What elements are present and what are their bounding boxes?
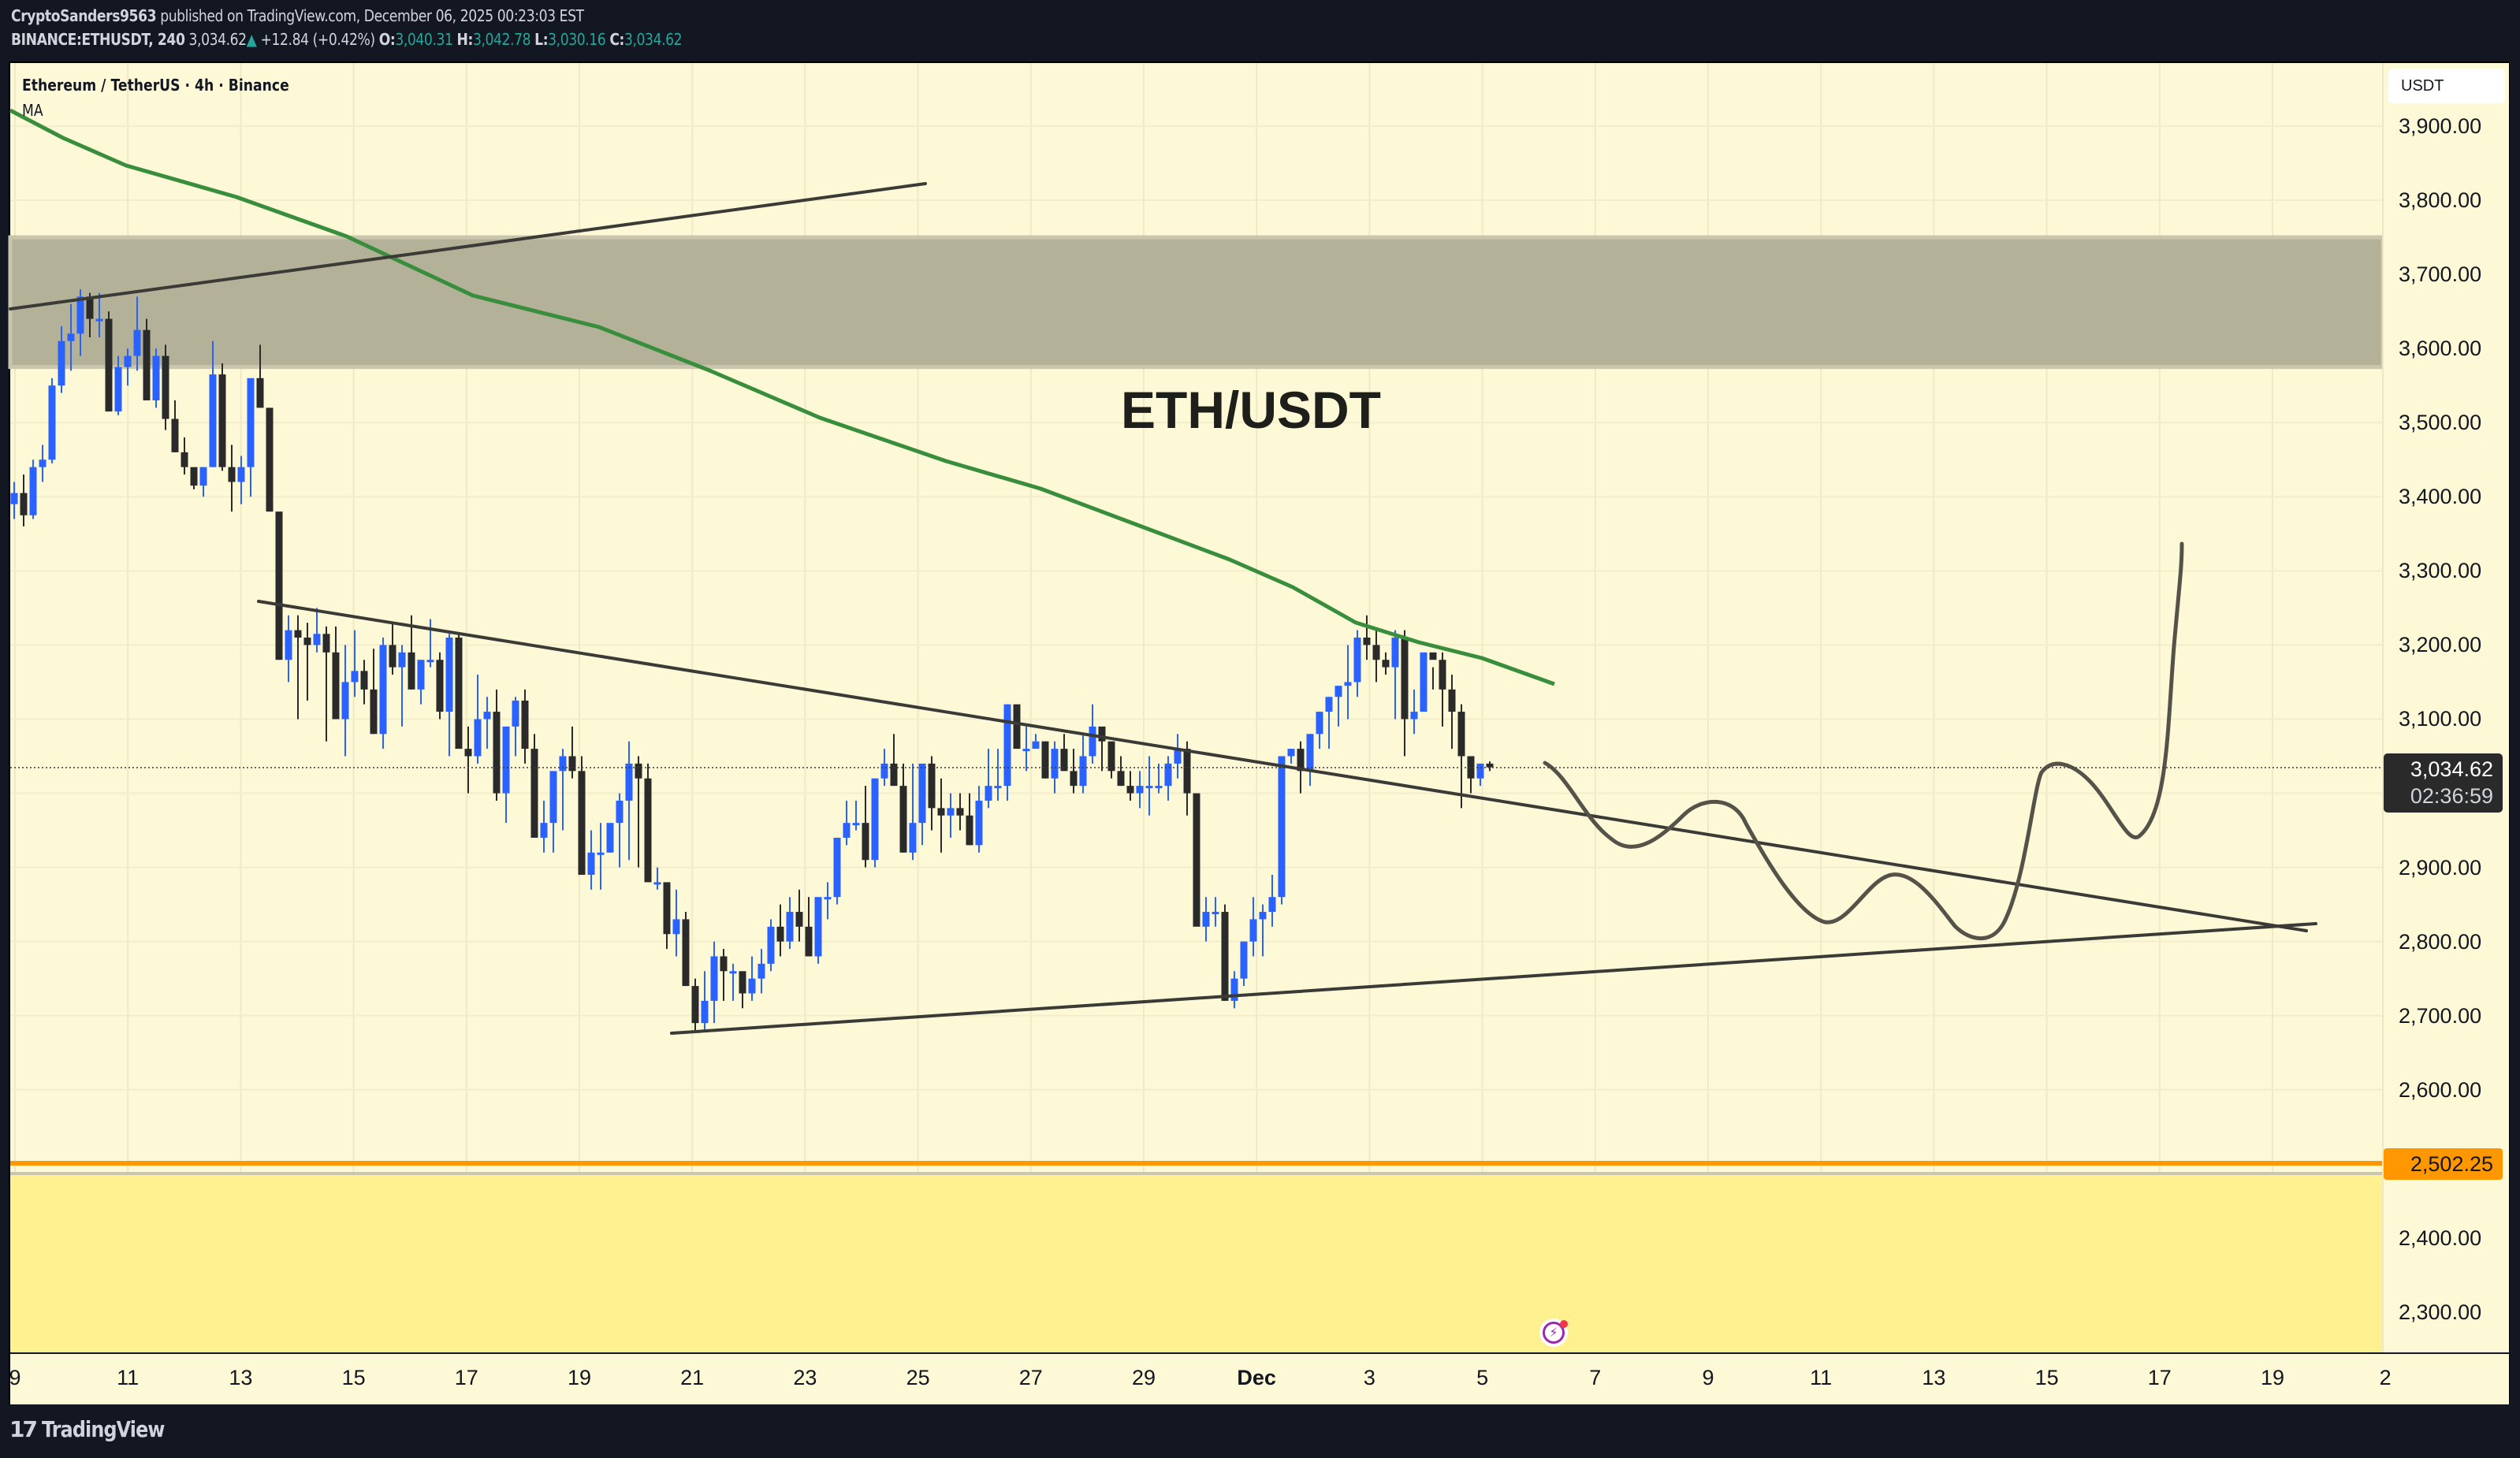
time-tick-label: 19 <box>2260 1366 2285 1389</box>
tradingview-brand: TradingView <box>41 1416 165 1442</box>
price-tick-label: 2,700.00 <box>2399 1003 2482 1028</box>
price-tick-label: 3,900.00 <box>2399 114 2482 138</box>
time-tick-label: 19 <box>567 1366 592 1389</box>
price-tick-label: 2,900.00 <box>2399 855 2482 880</box>
open-label: O: <box>378 30 396 49</box>
price-tick-label: 3,600.00 <box>2399 337 2482 361</box>
time-tick-label: 15 <box>341 1366 366 1389</box>
time-tick-label: 21 <box>680 1366 705 1389</box>
price-axis-bg[interactable] <box>2383 63 2509 1353</box>
time-tick-label: 9 <box>1702 1366 1714 1389</box>
time-tick-label: 9 <box>9 1366 21 1389</box>
lightning-icon: ⚡ <box>1543 1322 1565 1344</box>
time-tick-label: 27 <box>1018 1366 1043 1389</box>
price-tick-label: 2,400.00 <box>2399 1226 2482 1250</box>
candlesticks <box>10 288 1494 1031</box>
tradingview-logo[interactable]: 17 TradingView <box>9 1416 186 1442</box>
price-change: +12.84 (+0.42%) <box>260 30 376 49</box>
price-tick-label: 2,300.00 <box>2399 1300 2482 1324</box>
time-tick-label: 29 <box>1131 1366 1156 1389</box>
price-tick-label: 3,200.00 <box>2399 633 2482 657</box>
low-label: L: <box>534 30 549 49</box>
time-tick-label: 13 <box>229 1366 253 1389</box>
tradingview-mark-icon: 17 <box>9 1416 38 1442</box>
symbol-name: BINANCE:ETHUSDT, 240 <box>11 30 185 49</box>
time-tick-label: 2 <box>2379 1366 2392 1389</box>
ma-indicator-label[interactable]: MA <box>22 101 43 120</box>
time-tick-label: 15 <box>2034 1366 2059 1389</box>
events-lightning-icon[interactable]: ⚡ <box>1539 1319 1568 1347</box>
time-tick-label: 17 <box>454 1366 478 1389</box>
low-value: 3,030.16 <box>548 30 606 49</box>
time-tick-label: 13 <box>1922 1366 1946 1389</box>
last-price: 3,034.62 <box>188 30 248 49</box>
publish-info: CryptoSanders9563 published on TradingVi… <box>11 6 584 25</box>
time-tick-label: 25 <box>906 1366 930 1389</box>
time-tick-label: 17 <box>2147 1366 2172 1389</box>
author-name[interactable]: CryptoSanders9563 <box>11 6 157 25</box>
high-value: 3,042.78 <box>472 30 531 49</box>
time-tick-label: 5 <box>1476 1366 1489 1389</box>
forecast-path[interactable] <box>1543 541 2184 941</box>
chart-legend-title[interactable]: Ethereum / TetherUS · 4h · Binance <box>22 76 289 95</box>
up-arrow-icon: ▲ <box>246 30 257 49</box>
candle-countdown: 02:36:59 <box>2410 784 2493 808</box>
price-tick-label: 3,400.00 <box>2399 485 2482 509</box>
time-tick-label: 23 <box>793 1366 817 1389</box>
support-zone[interactable] <box>10 1173 2383 1353</box>
resistance-zone[interactable] <box>8 235 2385 370</box>
symbol-ohlc-line: BINANCE:ETHUSDT, 240 3,034.62▲ +12.84 (+… <box>11 30 683 49</box>
close-value: 3,034.62 <box>623 30 683 49</box>
time-tick-label: 3 <box>1363 1366 1375 1389</box>
price-tick-label: 3,700.00 <box>2399 262 2482 287</box>
notification-dot-icon <box>1560 1320 1568 1328</box>
time-tick-label: 11 <box>1810 1366 1833 1389</box>
time-tick-label: 7 <box>1589 1366 1602 1389</box>
current-price-value: 3,034.62 <box>2410 757 2493 781</box>
close-label: C: <box>609 30 624 49</box>
moving-average-line[interactable] <box>9 108 1555 686</box>
open-value: 3,040.31 <box>395 30 453 49</box>
price-tick-label: 3,800.00 <box>2399 188 2482 213</box>
price-tick-label: 2,600.00 <box>2399 1077 2482 1102</box>
price-tick-label: 3,300.00 <box>2399 559 2482 583</box>
price-tick-label: 3,100.00 <box>2399 707 2482 731</box>
currency-unit-button[interactable]: USDT <box>2388 69 2505 103</box>
price-tick-label: 2,800.00 <box>2399 929 2482 954</box>
level-price-tag: 2,502.25 <box>2384 1148 2503 1180</box>
trendlines[interactable] <box>9 182 2317 1035</box>
time-tick-label: 11 <box>117 1366 140 1389</box>
current-price-tag: 3,034.62 02:36:59 <box>2384 753 2503 813</box>
high-label: H: <box>456 30 474 49</box>
chart-text-annotation[interactable]: ETH/USDT <box>1121 381 1381 439</box>
price-tick-label: 3,500.00 <box>2399 411 2482 435</box>
time-tick-label: Dec <box>1237 1366 1276 1389</box>
published-text: published on TradingView.com, December 0… <box>160 6 584 25</box>
